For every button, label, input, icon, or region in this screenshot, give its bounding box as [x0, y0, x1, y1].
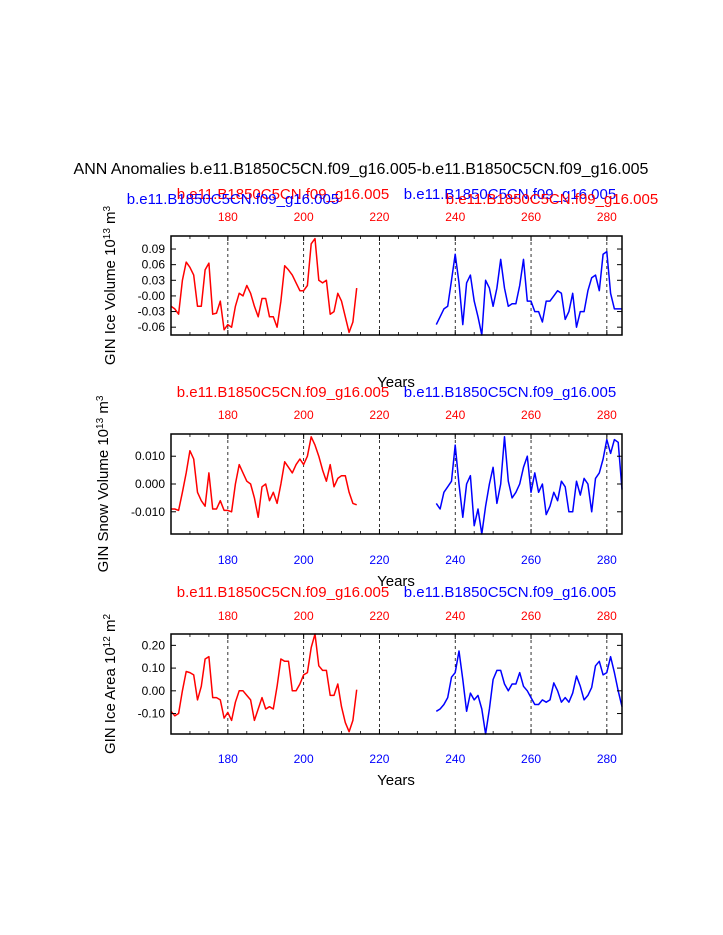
x-tick-label-top: 280 — [597, 210, 617, 224]
y-tick-label: 0.010 — [135, 449, 165, 463]
x-tick-label-top: 200 — [294, 210, 314, 224]
y-tick-label: 0.06 — [142, 258, 166, 272]
legend-label-blue: b.e11.B1850C5CN.f09_g16.005 — [404, 584, 616, 601]
series-line-blue — [435, 650, 623, 735]
y-axis-label-part: 12 — [102, 636, 113, 648]
x-tick-label-bottom: 200 — [294, 553, 314, 567]
plot-frame — [170, 235, 623, 336]
plot-frame — [170, 633, 623, 735]
figure-title: ANN Anomalies b.e11.B1850C5CN.f09_g16.00… — [74, 161, 649, 178]
y-axis-label-part: GIN Ice Area 10 — [102, 647, 119, 754]
x-tick-label-bottom: 260 — [521, 752, 541, 766]
x-tick-label-top: 260 — [521, 408, 541, 422]
x-tick-label-top: 220 — [369, 408, 389, 422]
y-tick-label: 0.03 — [142, 273, 166, 287]
y-axis-label-part: 3 — [102, 205, 113, 211]
y-axis-label-part: GIN Ice Volume 10 — [102, 239, 119, 365]
x-tick-label-top: 240 — [445, 408, 465, 422]
panel-3: b.e11.B1850C5CN.f09_g16.005 b.e11.B1850C5… — [102, 584, 623, 789]
y-tick-label: 0.10 — [142, 661, 166, 675]
y-axis-label-part: 3 — [95, 395, 106, 401]
x-tick-label-top: 200 — [294, 609, 314, 623]
x-tick-label-top: 280 — [597, 609, 617, 623]
legend-label-red-right: b.e11.B1850C5CN.f09_g16.005 — [446, 191, 658, 208]
x-tick-label-bottom: 260 — [521, 553, 541, 567]
y-axis-label-part: m — [102, 211, 119, 228]
x-tick-label-bottom: 200 — [294, 752, 314, 766]
x-tick-label-bottom: 180 — [218, 553, 238, 567]
x-tick-label-bottom: 220 — [369, 752, 389, 766]
y-axis-label-part: m — [95, 401, 112, 418]
y-tick-label: -0.010 — [131, 505, 165, 519]
y-tick-label: 0.09 — [142, 242, 166, 256]
y-tick-label: 0.20 — [142, 638, 166, 652]
x-tick-label-top: 220 — [369, 210, 389, 224]
legend-label-blue: b.e11.B1850C5CN.f09_g16.005 — [404, 186, 616, 203]
panel-1: b.e11.B1850C5CN.f09_g16.005 b.e11.B1850C5… — [102, 186, 659, 391]
series-line-blue — [435, 436, 623, 535]
x-tick-label-top: 180 — [218, 609, 238, 623]
x-tick-label-bottom: 280 — [597, 752, 617, 766]
y-tick-label: 0.00 — [142, 684, 166, 698]
y-axis-label-part: 2 — [102, 614, 113, 620]
y-axis-label-part: 13 — [95, 417, 106, 429]
x-tick-label-top: 180 — [218, 210, 238, 224]
x-axis-label: Years — [377, 573, 415, 590]
series-line-red — [170, 633, 358, 733]
legend-label-red: b.e11.B1850C5CN.f09_g16.005 — [177, 584, 389, 601]
series-line-blue — [435, 250, 622, 336]
y-tick-label: -0.03 — [138, 305, 166, 319]
y-axis-label-part: GIN Snow Volume 10 — [95, 429, 112, 572]
x-tick-label-bottom: 280 — [597, 553, 617, 567]
legend-label-red: b.e11.B1850C5CN.f09_g16.005 — [177, 384, 389, 401]
x-tick-label-bottom: 220 — [369, 553, 389, 567]
y-axis-label: GIN Ice Area 1012 m2 — [102, 614, 120, 755]
x-tick-label-top: 200 — [294, 408, 314, 422]
x-axis-label: Years — [377, 772, 415, 789]
series-line-red — [170, 237, 358, 334]
x-tick-label-top: 260 — [521, 609, 541, 623]
x-tick-label-top: 280 — [597, 408, 617, 422]
y-axis-label: GIN Snow Volume 1013 m3 — [95, 395, 113, 572]
y-tick-label: -0.10 — [138, 707, 166, 721]
x-tick-label-top: 240 — [445, 609, 465, 623]
x-axis-label: Years — [377, 374, 415, 391]
y-tick-label: 0.000 — [135, 477, 165, 491]
y-tick-label: -0.06 — [138, 320, 166, 334]
panel-2: b.e11.B1850C5CN.f09_g16.005 b.e11.B1850C5… — [95, 384, 623, 590]
x-tick-label-top: 240 — [445, 210, 465, 224]
legend-label-red: b.e11.B1850C5CN.f09_g16.005 — [177, 186, 389, 203]
plot-frame — [170, 433, 623, 535]
y-axis-label: GIN Ice Volume 1013 m3 — [102, 205, 120, 365]
legend-label-blue-left: b.e11.B1850C5CN.f09_g16.005 — [127, 191, 339, 208]
x-tick-label-bottom: 240 — [445, 553, 465, 567]
y-axis-label-part: 13 — [102, 228, 113, 240]
series-line-red — [171, 436, 357, 519]
x-tick-label-top: 180 — [218, 408, 238, 422]
x-tick-label-top: 260 — [521, 210, 541, 224]
x-tick-label-bottom: 240 — [445, 752, 465, 766]
y-axis-label-part: m — [102, 620, 119, 637]
x-tick-label-bottom: 180 — [218, 752, 238, 766]
x-tick-label-top: 220 — [369, 609, 389, 623]
y-tick-label: -0.00 — [138, 289, 166, 303]
legend-label-blue: b.e11.B1850C5CN.f09_g16.005 — [404, 384, 616, 401]
